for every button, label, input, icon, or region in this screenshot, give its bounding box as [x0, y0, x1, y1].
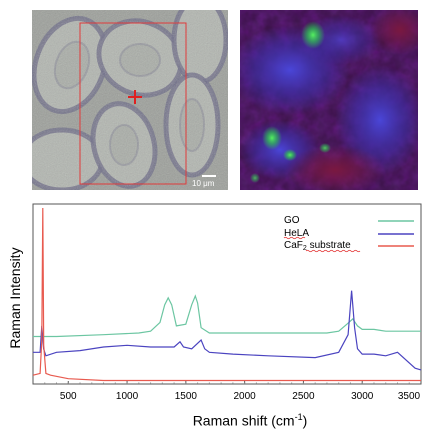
crosshair-icon [128, 90, 142, 104]
region-of-interest [79, 22, 187, 185]
legend: GO HeLA CaF2 substrate [283, 215, 414, 253]
micrograph-panel: 10 μm [32, 10, 228, 190]
raman-spectrum-chart: 500 1000 1500 2000 2500 3000 3500 GO HeLA CaF2… [32, 203, 422, 402]
go-signal-spots [250, 21, 331, 183]
series-line-caf2-substrate [32, 207, 421, 382]
y-axis-label: Raman Intensity [7, 247, 23, 349]
series-line-hela [33, 290, 422, 371]
legend-label-hela: HeLA [284, 228, 309, 239]
x-tick-label: 1500 [175, 391, 198, 402]
series-line-go [33, 294, 421, 338]
x-tick-label: 1000 [116, 391, 139, 402]
raman-map-panel [240, 10, 418, 190]
scale-bar-label: 10 μm [192, 179, 215, 188]
scale-bar [202, 175, 216, 177]
hela-spellcheck-underline [283, 236, 306, 240]
cell-signal-regions [240, 10, 418, 190]
plot-frame [32, 203, 422, 385]
x-tick-label: 2500 [292, 391, 315, 402]
x-axis-label: Raman shift (cm-1) [192, 412, 308, 429]
x-tick-label: 2000 [234, 391, 257, 402]
x-tick-label: 3000 [351, 391, 374, 402]
caf2-spellcheck-underline [305, 249, 361, 253]
legend-label-caf2: CaF2 substrate [284, 240, 351, 252]
legend-label-go: GO [284, 215, 300, 226]
x-tick-label: 500 [60, 391, 77, 402]
x-tick-label: 3500 [398, 391, 421, 402]
